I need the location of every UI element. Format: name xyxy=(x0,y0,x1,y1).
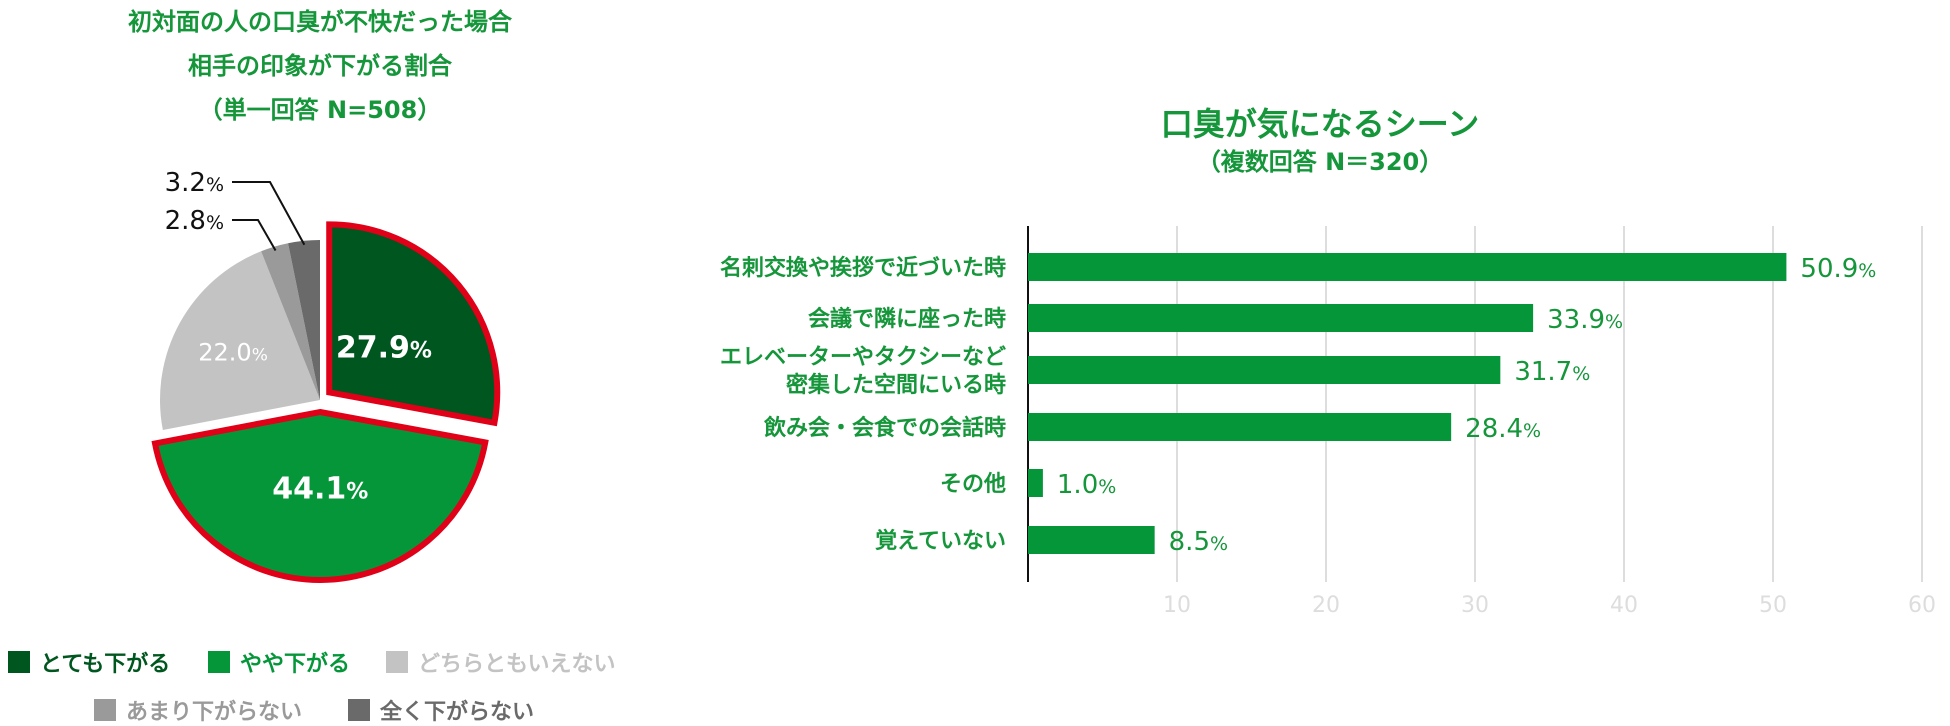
legend-swatch xyxy=(208,651,230,673)
pie-title-line-2: 相手の印象が下がる割合 xyxy=(188,52,452,80)
pie-slice-somewhat xyxy=(151,408,489,584)
pie-title: 初対面の人の口臭が不快だった場合 相手の印象が下がる割合 （単一回答 N=508… xyxy=(0,0,640,132)
bar-value-label: 50.9% xyxy=(1800,254,1876,284)
bar-subtitle: （複数回答 N＝320） xyxy=(1196,148,1444,176)
pie-chart: 27.9% 44.1% 22.0% 3.2% 2.8% xyxy=(151,168,501,584)
legend-item-somewhat: やや下がる xyxy=(208,646,350,678)
category-label: 名刺交換や挨拶で近づいた時 xyxy=(720,255,1006,281)
pie-label-neutral: 22.0% xyxy=(198,339,268,367)
bar-title: 口臭が気になるシーン xyxy=(1160,105,1480,143)
leader-line xyxy=(232,219,277,251)
bar-title-block: 口臭が気になるシーン （複数回答 N＝320） xyxy=(1040,104,1600,180)
x-tick-label: 60 xyxy=(1908,593,1936,618)
bar xyxy=(1028,469,1043,497)
category-label: 会議で隣に座った時 xyxy=(808,306,1006,332)
pie-title-line-3: （単一回答 N=508） xyxy=(198,96,442,124)
x-tick-label: 40 xyxy=(1610,593,1638,618)
category-label: 密集した空間にいる時 xyxy=(786,372,1006,398)
pie-slice-not-much xyxy=(261,243,320,400)
pie-label-not-much: 2.8% xyxy=(165,206,224,236)
legend-label: どちらともいえない xyxy=(418,652,616,677)
bar-value-label: 8.5% xyxy=(1169,527,1228,557)
leader-line xyxy=(232,181,306,246)
pie-slice-not-at-all xyxy=(288,240,320,400)
legend-swatch xyxy=(94,699,116,721)
bar-value-label: 1.0% xyxy=(1057,470,1116,500)
bar-value-label: 31.7% xyxy=(1514,357,1590,387)
x-tick-label: 10 xyxy=(1163,593,1191,618)
bar xyxy=(1028,304,1534,332)
legend-item-neutral: どちらともいえない xyxy=(386,646,616,678)
pie-label-somewhat: 44.1% xyxy=(272,471,368,506)
pie-title-line-1: 初対面の人の口臭が不快だった場合 xyxy=(128,8,512,36)
legend-swatch xyxy=(348,699,370,721)
legend-swatch xyxy=(386,651,408,673)
x-tick-label: 30 xyxy=(1461,593,1489,618)
pie-slice-very xyxy=(326,221,501,427)
bar xyxy=(1028,356,1501,384)
legend-swatch xyxy=(8,651,30,673)
bar xyxy=(1028,253,1787,281)
pie-label-very: 27.9% xyxy=(336,330,432,365)
x-tick-label: 50 xyxy=(1759,593,1787,618)
bar-value-label: 33.9% xyxy=(1547,305,1623,335)
x-tick-label: 20 xyxy=(1312,593,1340,618)
legend-label: やや下がる xyxy=(240,652,351,677)
category-label: エレベーターやタクシーなど xyxy=(720,345,1006,370)
category-label: その他 xyxy=(940,472,1006,497)
legend-label: とても下がる xyxy=(40,652,171,677)
category-label: 覚えていない xyxy=(875,528,1006,554)
pie-slice-neutral xyxy=(160,251,320,430)
bar-value-label: 28.4% xyxy=(1465,414,1541,444)
legend-item-very: とても下がる xyxy=(8,646,170,678)
bar xyxy=(1028,526,1155,554)
category-label: 飲み会・会食での会話時 xyxy=(763,415,1006,441)
bar xyxy=(1028,413,1452,441)
pie-label-not-at-all: 3.2% xyxy=(165,168,224,198)
